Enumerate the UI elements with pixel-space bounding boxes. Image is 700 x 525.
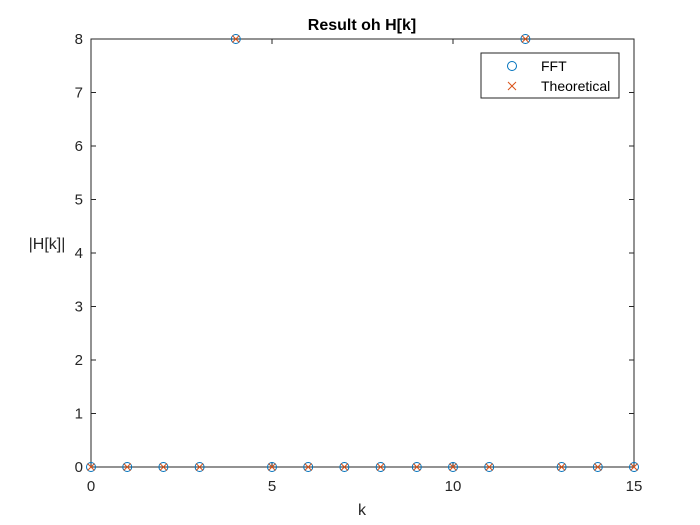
theoretical-point xyxy=(340,463,349,471)
theoretical-point xyxy=(449,463,457,471)
fft-point xyxy=(484,462,495,472)
fft-point xyxy=(194,462,205,472)
fft-point xyxy=(158,462,169,472)
theoretical-point xyxy=(268,463,276,471)
tick-labels: 0 5 10 15 0 1 2 3 4 5 6 7 8 xyxy=(75,31,643,495)
fft-point xyxy=(592,462,603,472)
fft-point xyxy=(303,462,314,472)
theoretical-point xyxy=(412,463,421,471)
y-tick-label: 1 xyxy=(75,406,83,423)
markers xyxy=(86,34,639,472)
theoretical-point xyxy=(593,463,602,471)
theoretical-point xyxy=(630,463,638,471)
legend-fft-marker xyxy=(507,61,517,71)
legend-box xyxy=(480,52,620,99)
y-axis-label: |H[k]| xyxy=(29,236,66,253)
fft-point xyxy=(86,462,96,472)
fft-point xyxy=(411,462,422,472)
y-tick-label: 8 xyxy=(75,31,83,48)
fft-point xyxy=(122,462,133,472)
x-tick-label: 5 xyxy=(268,478,276,495)
theoretical-point xyxy=(521,35,530,43)
y-tick-label: 4 xyxy=(75,245,83,262)
legend: FFT Theoretical xyxy=(480,52,620,99)
fft-point xyxy=(230,34,241,44)
fft-point xyxy=(448,462,458,472)
fft-point xyxy=(339,462,350,472)
fft-point xyxy=(629,462,639,472)
legend-theoretical-label: Theoretical xyxy=(541,78,610,94)
theoretical-point xyxy=(304,463,313,471)
theoretical-point xyxy=(231,35,240,43)
x-tick-label: 0 xyxy=(87,478,95,495)
theoretical-point xyxy=(87,463,95,471)
ticks xyxy=(90,38,635,468)
theoretical-point xyxy=(123,463,132,471)
theoretical-point xyxy=(557,463,566,471)
chart-title: Result oh H[k] xyxy=(308,17,416,34)
fft-point xyxy=(267,462,277,472)
legend-fft-label: FFT xyxy=(541,58,567,74)
y-tick-label: 5 xyxy=(75,192,83,209)
legend-theoretical-marker xyxy=(507,81,517,91)
theoretical-point xyxy=(159,463,168,471)
y-tick-label: 2 xyxy=(75,352,83,369)
theoretical-point xyxy=(195,463,204,471)
x-tick-label: 10 xyxy=(445,478,462,495)
x-axis-label: k xyxy=(358,502,367,519)
theoretical-point xyxy=(485,463,494,471)
plot-area xyxy=(90,38,635,468)
fft-point xyxy=(556,462,567,472)
y-tick-label: 3 xyxy=(75,299,83,316)
fft-point xyxy=(375,462,386,472)
y-tick-label: 6 xyxy=(75,138,83,155)
y-tick-label: 7 xyxy=(75,85,83,102)
y-tick-label: 0 xyxy=(75,459,83,476)
fft-point xyxy=(520,34,531,44)
theoretical-point xyxy=(376,463,385,471)
x-tick-label: 15 xyxy=(626,478,643,495)
